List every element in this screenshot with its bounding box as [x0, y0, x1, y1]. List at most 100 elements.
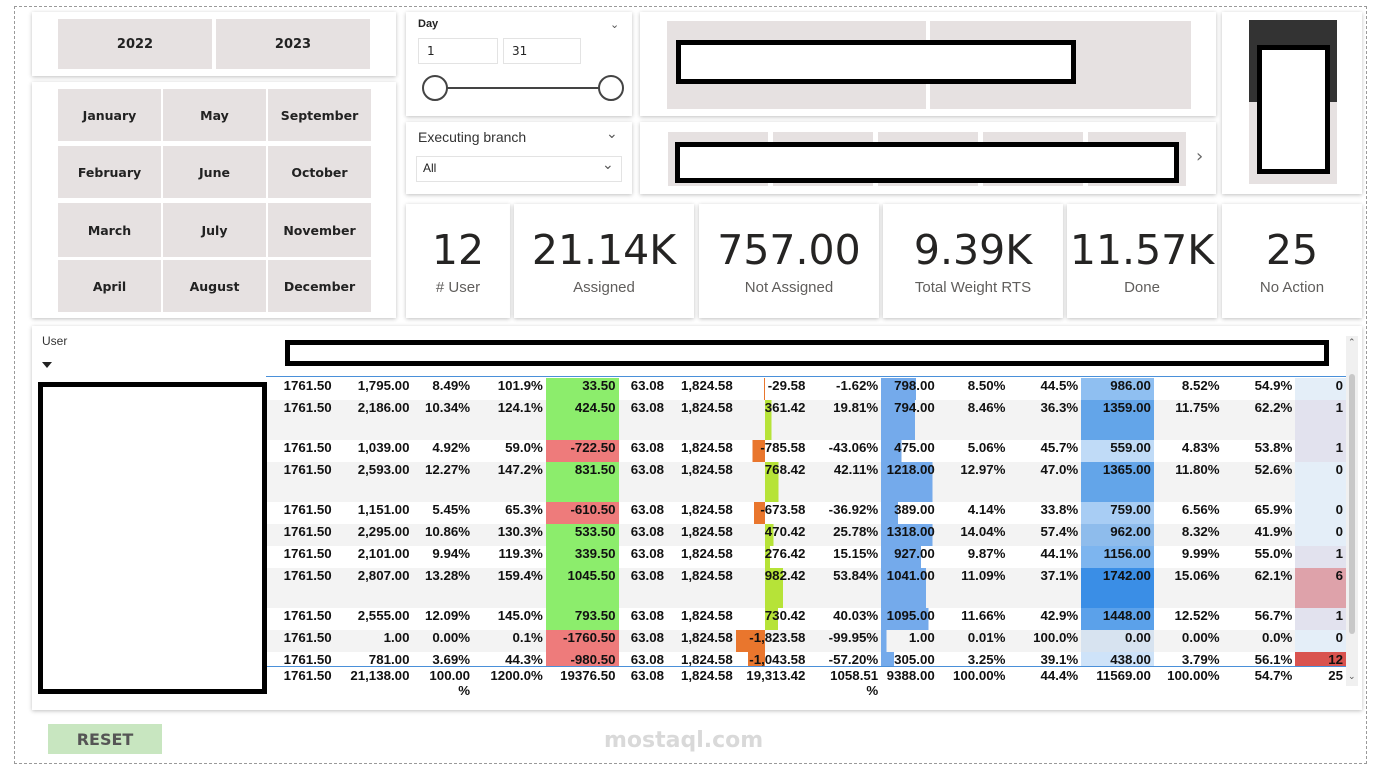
table-cell: 37.1% [1040, 568, 1079, 583]
table-cell: 119.3% [498, 546, 543, 561]
month-july[interactable]: July [163, 203, 266, 257]
table-cell: 0.1% [512, 630, 543, 645]
table-row[interactable]: 1761.50 1.00 0.00% 0.1% -1760.50 63.08 1,824.5… [266, 630, 1346, 652]
scrollbar-thumb[interactable] [1349, 374, 1355, 634]
branch-slicer: Executing branch ⌄ All ⌄ [406, 122, 632, 194]
table-cell: 1448.00 [1081, 608, 1154, 630]
table-row[interactable]: 1761.50 1,151.00 5.45% 65.3% -610.50 63.08 1,8… [266, 502, 1346, 524]
month-january[interactable]: January [58, 89, 161, 141]
table-cell: 2,295.00 [357, 524, 410, 539]
table-row[interactable]: 1761.50 2,295.00 10.86% 130.3% 533.50 63.08 1,… [266, 524, 1346, 546]
year-2023-button[interactable]: 2023 [216, 19, 370, 69]
table-cell: 9.87% [967, 546, 1006, 561]
table-cell: 42.9% [1040, 608, 1079, 623]
user-column-header[interactable]: User [42, 334, 68, 348]
table-cell: 44.1% [1040, 546, 1079, 561]
table-cell: 124.1% [497, 400, 543, 415]
branch-dropdown[interactable]: All ⌄ [416, 156, 622, 182]
total-cell: 19376.50 [560, 668, 616, 683]
total-cell: 11569.00 [1096, 668, 1151, 683]
day-slider-track[interactable] [434, 87, 612, 89]
table-row[interactable]: 1761.50 2,807.00 13.28% 159.4% 1045.50 63.08 1… [266, 568, 1346, 608]
header-panel [640, 12, 1216, 116]
month-april[interactable]: April [58, 260, 161, 312]
header-underline [266, 376, 1346, 377]
table-row[interactable]: 1761.50 1,039.00 4.92% 59.0% -722.50 63.08 1,8… [266, 440, 1346, 462]
table-cell: 6.56% [1181, 502, 1220, 517]
chevron-down-icon[interactable]: ⌄ [610, 18, 620, 31]
month-may[interactable]: May [163, 89, 266, 141]
reset-button[interactable]: RESET [48, 724, 162, 754]
table-cell: 15.06% [1174, 568, 1220, 583]
total-cell: 25 [1328, 668, 1343, 683]
day-slider-end-handle[interactable] [598, 75, 624, 101]
day-slider-start-handle[interactable] [422, 75, 448, 101]
kpi-label: Done [1124, 278, 1160, 296]
month-october[interactable]: October [268, 146, 371, 198]
table-cell: 5.06% [967, 440, 1006, 455]
table-cell: 6 [1295, 568, 1346, 608]
table-cell: 62.1% [1254, 568, 1293, 583]
month-june[interactable]: June [163, 146, 266, 198]
year-2022-button[interactable]: 2022 [58, 19, 212, 69]
table-cell: 1 [1295, 608, 1346, 630]
month-november[interactable]: November [268, 203, 371, 257]
chevron-down-icon[interactable]: ⌄ [606, 126, 618, 142]
month-september[interactable]: September [268, 89, 371, 141]
table-cell: 45.7% [1040, 440, 1079, 455]
table-cell: 15.15% [833, 546, 879, 561]
table-cell: -1760.50 [545, 630, 619, 652]
kpi-label: No Action [1259, 278, 1325, 296]
day-start-input[interactable]: 1 [418, 38, 498, 64]
redaction-box [285, 340, 1329, 366]
table-cell: 339.50 [545, 546, 619, 568]
table-cell: 0.00% [1181, 630, 1220, 645]
table-cell: 63.08 [630, 502, 665, 517]
table-cell: 759.00 [1081, 502, 1154, 524]
table-cell: 0.00% [432, 630, 471, 645]
table-cell: 0 [1295, 630, 1346, 652]
chevron-right-icon[interactable]: › [1196, 146, 1204, 167]
table-cell: 1,824.58 [680, 378, 733, 393]
table-row[interactable]: 1761.50 2,186.00 10.34% 124.1% 424.50 63.08 1,… [266, 400, 1346, 440]
year-slicer: 2022 2023 [32, 12, 396, 76]
table-cell: 65.3% [505, 502, 543, 517]
table-cell: 986.00 [1081, 378, 1154, 400]
month-december[interactable]: December [268, 260, 371, 312]
table-row[interactable]: 1761.50 2,101.00 9.94% 119.3% 339.50 63.08 1,8… [266, 546, 1346, 568]
table-cell: 305.00 [881, 652, 938, 667]
total-cell: 1,824.58 [680, 668, 733, 683]
branch-selected-value: All [423, 161, 437, 175]
table-cell: 8.32% [1181, 524, 1220, 539]
table-cell: 2,593.00 [357, 462, 410, 477]
table-cell: 0.0% [1262, 630, 1293, 645]
sort-down-icon[interactable] [42, 362, 52, 368]
day-end-input[interactable]: 31 [503, 38, 581, 64]
total-cell: 1058.51 % [830, 668, 879, 698]
table-row[interactable]: 1761.50 781.00 3.69% 44.3% -980.50 63.08 1,824… [266, 652, 1346, 667]
table-cell: 1,824.58 [680, 462, 733, 477]
table-row[interactable]: 1761.50 2,593.00 12.27% 147.2% 831.50 63.08 1,… [266, 462, 1346, 502]
logo-panel [1222, 12, 1362, 194]
total-cell: 63.08 [630, 668, 665, 683]
scroll-up-icon[interactable]: ⌃ [1348, 338, 1356, 348]
kpi-card-users: 12 # User [406, 204, 510, 318]
table-row[interactable]: 1761.50 1,795.00 8.49% 101.9% 33.50 63.08 1,82… [266, 378, 1346, 400]
table-row[interactable]: 1761.50 2,555.00 12.09% 145.0% 793.50 63.08 1,… [266, 608, 1346, 630]
kpi-value: 757.00 [717, 225, 861, 274]
table-cell: 0.00 [1081, 630, 1154, 652]
total-cell: 44.4% [1040, 668, 1079, 683]
table-cell: 1,824.58 [680, 400, 733, 415]
nav-chip-panel: › [640, 122, 1216, 194]
month-february[interactable]: February [58, 146, 161, 198]
month-august[interactable]: August [163, 260, 266, 312]
month-march[interactable]: March [58, 203, 161, 257]
scroll-down-icon[interactable]: ⌄ [1348, 672, 1356, 682]
table-cell: 276.42 [735, 546, 809, 568]
table-cell: 11.75% [1175, 400, 1220, 415]
table-cell: 3.79% [1181, 652, 1220, 667]
table-cell: 53.84% [833, 568, 879, 583]
vertical-scrollbar[interactable]: ⌃ ⌄ [1346, 336, 1358, 686]
table-cell: 424.50 [545, 400, 619, 440]
table-cell: 3.69% [432, 652, 471, 667]
